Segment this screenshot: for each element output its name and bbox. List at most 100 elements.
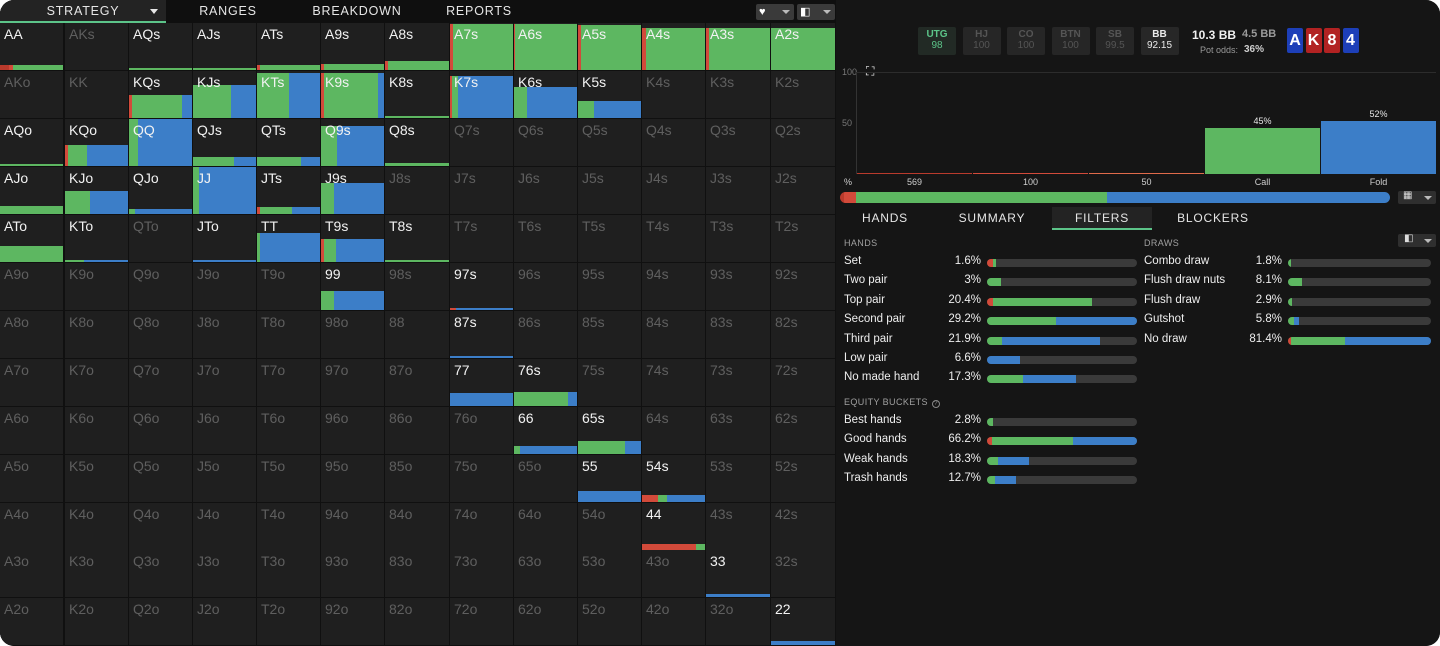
hand-cell[interactable]: 84s: [642, 311, 705, 358]
hand-cell[interactable]: 93s: [706, 263, 770, 310]
hand-cell[interactable]: 75s: [578, 359, 641, 406]
hand-cell[interactable]: 62o: [514, 598, 577, 645]
hand-cell[interactable]: J4s: [642, 167, 705, 214]
filter-row[interactable]: Good hands 66.2%: [844, 433, 1137, 449]
hand-cell[interactable]: 54s: [642, 455, 705, 502]
position-sb[interactable]: SB 99.5: [1096, 27, 1134, 55]
hand-cell[interactable]: K2o: [65, 598, 128, 645]
hand-cell[interactable]: A8o: [0, 311, 63, 358]
filter-row[interactable]: Best hands 2.8%: [844, 414, 1137, 430]
hand-cell[interactable]: T7s: [450, 215, 513, 262]
hand-cell[interactable]: K7o: [65, 359, 128, 406]
filter-row[interactable]: Gutshot 5.8%: [1144, 313, 1431, 329]
hand-cell[interactable]: 54o: [578, 503, 641, 550]
hand-cell[interactable]: A7s: [450, 23, 513, 70]
hand-cell[interactable]: JTs: [257, 167, 320, 214]
hand-cell[interactable]: KTs: [257, 71, 320, 118]
hand-cell[interactable]: K7s: [450, 71, 513, 118]
hand-cell[interactable]: J2o: [193, 598, 256, 645]
hand-cell[interactable]: ATs: [257, 23, 320, 70]
hand-cell[interactable]: K8o: [65, 311, 128, 358]
hand-cell[interactable]: 62s: [771, 407, 835, 454]
hand-cell[interactable]: AJo: [0, 167, 63, 214]
hand-cell[interactable]: J4o: [193, 503, 256, 550]
hand-cell[interactable]: A4s: [642, 23, 705, 70]
filter-row[interactable]: Top pair 20.4%: [844, 294, 1137, 310]
hand-cell[interactable]: T2s: [771, 215, 835, 262]
tab-reports[interactable]: REPORTS: [424, 0, 534, 23]
hand-cell[interactable]: 77: [450, 359, 513, 406]
hand-cell[interactable]: 83s: [706, 311, 770, 358]
filter-row[interactable]: Flush draw 2.9%: [1144, 294, 1431, 310]
hand-cell[interactable]: Q5s: [578, 119, 641, 166]
hand-cell[interactable]: 53o: [578, 550, 641, 597]
hand-cell[interactable]: T6s: [514, 215, 577, 262]
hand-cell[interactable]: J5o: [193, 455, 256, 502]
hand-cell[interactable]: K3o: [65, 550, 128, 597]
grid-view-button[interactable]: ▦: [1398, 190, 1436, 204]
filter-row[interactable]: No made hand 17.3%: [844, 371, 1137, 387]
draws-view-select[interactable]: ◧: [1398, 233, 1436, 247]
hand-cell[interactable]: T6o: [257, 407, 320, 454]
chart-bar[interactable]: [1089, 172, 1204, 174]
filter-row[interactable]: Two pair 3%: [844, 274, 1137, 290]
hand-cell[interactable]: Q3s: [706, 119, 770, 166]
hand-cell[interactable]: 85s: [578, 311, 641, 358]
hand-cell[interactable]: K2s: [771, 71, 835, 118]
hand-cell[interactable]: AKs: [65, 23, 128, 70]
hand-cell[interactable]: A2s: [771, 23, 835, 70]
hand-cell[interactable]: 86o: [385, 407, 449, 454]
hand-cell[interactable]: 87o: [385, 359, 449, 406]
hand-cell[interactable]: T3s: [706, 215, 770, 262]
hand-cell[interactable]: T3o: [257, 550, 320, 597]
hand-cell[interactable]: J6o: [193, 407, 256, 454]
hand-cell[interactable]: 63o: [514, 550, 577, 597]
hand-cell[interactable]: KQo: [65, 119, 128, 166]
hand-cell[interactable]: K8s: [385, 71, 449, 118]
expand-icon[interactable]: ⛶: [866, 64, 875, 78]
favorite-button[interactable]: ♥: [756, 4, 794, 20]
hand-cell[interactable]: T4o: [257, 503, 320, 550]
hand-cell[interactable]: 64s: [642, 407, 705, 454]
hand-cell[interactable]: Q2o: [129, 598, 192, 645]
hand-cell[interactable]: A2o: [0, 598, 63, 645]
hand-cell[interactable]: Q4s: [642, 119, 705, 166]
hand-cell[interactable]: 82o: [385, 598, 449, 645]
hand-cell[interactable]: Q8s: [385, 119, 449, 166]
hand-cell[interactable]: K3s: [706, 71, 770, 118]
subtab-hands[interactable]: HANDS: [836, 207, 934, 230]
hand-cell[interactable]: 32o: [706, 598, 770, 645]
hand-cell[interactable]: JJ: [193, 167, 256, 214]
hand-cell[interactable]: 97o: [321, 359, 384, 406]
hand-cell[interactable]: A7o: [0, 359, 63, 406]
filter-row[interactable]: Flush draw nuts 8.1%: [1144, 274, 1431, 290]
hand-cell[interactable]: QJo: [129, 167, 192, 214]
hand-cell[interactable]: 76o: [450, 407, 513, 454]
hand-cell[interactable]: A9s: [321, 23, 384, 70]
tab-breakdown[interactable]: BREAKDOWN: [290, 0, 424, 23]
hand-cell[interactable]: JTo: [193, 215, 256, 262]
hand-cell[interactable]: AQs: [129, 23, 192, 70]
subtab-blockers[interactable]: BLOCKERS: [1158, 207, 1268, 230]
hand-cell[interactable]: A5o: [0, 455, 63, 502]
hand-cell[interactable]: T4s: [642, 215, 705, 262]
hand-cell[interactable]: T8o: [257, 311, 320, 358]
hand-cell[interactable]: Q6s: [514, 119, 577, 166]
tab-strategy[interactable]: STRATEGY: [0, 0, 166, 23]
chart-bar[interactable]: [973, 172, 1088, 174]
hand-cell[interactable]: J6s: [514, 167, 577, 214]
filter-row[interactable]: No draw 81.4%: [1144, 333, 1431, 349]
position-bb[interactable]: BB 92.15: [1140, 27, 1179, 55]
hand-cell[interactable]: 96o: [321, 407, 384, 454]
hand-cell[interactable]: 94s: [642, 263, 705, 310]
hand-cell[interactable]: QQ: [129, 119, 192, 166]
hand-cell[interactable]: 65o: [514, 455, 577, 502]
hand-cell[interactable]: J9o: [193, 263, 256, 310]
filter-row[interactable]: Weak hands 18.3%: [844, 453, 1137, 469]
filter-row[interactable]: Low pair 6.6%: [844, 352, 1137, 368]
hand-cell[interactable]: AKo: [0, 71, 63, 118]
hand-cell[interactable]: 92s: [771, 263, 835, 310]
hand-cell[interactable]: A3s: [706, 23, 770, 70]
hand-cell[interactable]: 73o: [450, 550, 513, 597]
hand-cell[interactable]: Q2s: [771, 119, 835, 166]
